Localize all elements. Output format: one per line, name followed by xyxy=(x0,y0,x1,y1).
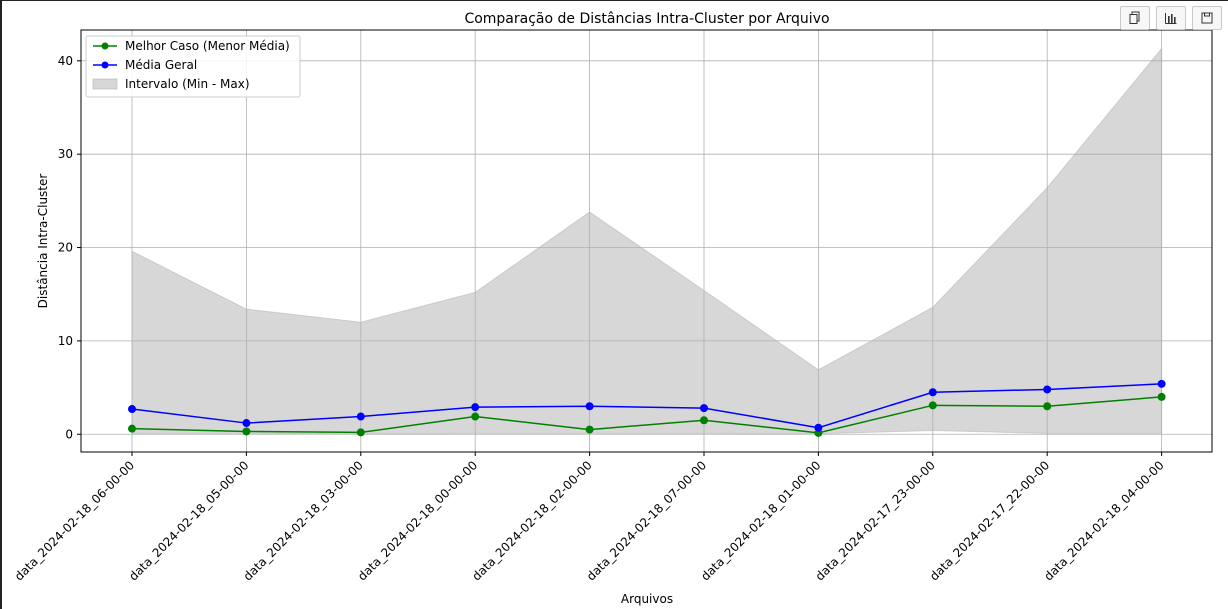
y-tick-label: 40 xyxy=(58,54,73,68)
x-tick-label: data_2024-02-18_01-00-00 xyxy=(698,458,823,583)
axes xyxy=(77,29,1213,456)
x-axis-label: Arquivos xyxy=(621,592,673,606)
x-tick-label: data_2024-02-17_22-00-00 xyxy=(927,458,1052,583)
plot-frame xyxy=(80,29,1213,453)
copy-icon xyxy=(1129,11,1140,24)
copy-button[interactable] xyxy=(1120,6,1150,30)
left-border xyxy=(0,0,2,609)
x-tick-label: data_2024-02-18_02-00-00 xyxy=(469,458,594,583)
x-tick-label: data_2024-02-18_06-00-00 xyxy=(12,458,137,583)
y-tick-label: 30 xyxy=(58,147,73,161)
series-layer xyxy=(128,379,1166,437)
legend-swatch-range xyxy=(92,78,118,90)
series-0-point xyxy=(585,425,594,434)
y-axis-label: Distância Intra-Cluster xyxy=(36,174,50,309)
legend-label-best: Melhor Caso (Menor Média) xyxy=(125,39,290,53)
top-border xyxy=(0,0,1228,1)
range-area xyxy=(131,47,1163,435)
figure-toolbar xyxy=(1120,6,1222,30)
series-0-point xyxy=(700,416,708,425)
chart-title: Comparação de Distâncias Intra-Cluster p… xyxy=(464,11,829,27)
series-1-point xyxy=(700,404,708,413)
y-tick-label: 10 xyxy=(58,334,73,348)
series-0-point xyxy=(1043,402,1052,411)
x-tick-labels: data_2024-02-18_06-00-00data_2024-02-18_… xyxy=(12,458,1167,583)
legend-marker-mean xyxy=(101,61,109,69)
series-1-point xyxy=(1043,385,1052,394)
series-1-point xyxy=(471,403,480,412)
save-button[interactable] xyxy=(1192,6,1222,30)
series-1-point xyxy=(585,402,594,411)
series-1-point xyxy=(814,423,823,432)
legend: Melhor Caso (Menor Média) Média Geral In… xyxy=(85,35,301,98)
series-line-0 xyxy=(131,396,1162,434)
x-tick-label: data_2024-02-18_03-00-00 xyxy=(241,458,366,583)
legend-label-mean: Média Geral xyxy=(125,58,197,72)
x-tick-label: data_2024-02-18_05-00-00 xyxy=(126,458,251,583)
chart-view-button[interactable] xyxy=(1156,6,1186,30)
series-0-point xyxy=(128,424,136,433)
series-1-point xyxy=(242,419,251,428)
series-1-point xyxy=(928,388,937,397)
legend-marker-best xyxy=(101,42,109,50)
bar-chart-icon xyxy=(1165,13,1177,24)
y-tick-label: 20 xyxy=(58,241,73,255)
series-0-point xyxy=(356,428,365,437)
save-icon xyxy=(1201,12,1213,24)
x-tick-label: data_2024-02-18_07-00-00 xyxy=(584,458,709,583)
series-0-point xyxy=(471,412,480,421)
series-1-point xyxy=(356,412,365,421)
x-tick-label: data_2024-02-18_04-00-00 xyxy=(1041,458,1166,583)
x-tick-label: data_2024-02-18_00-00-00 xyxy=(355,458,480,583)
legend-box xyxy=(85,35,301,98)
x-tick-label: data_2024-02-17_23-00-00 xyxy=(813,458,938,583)
y-tick-labels: 0 10 20 30 40 xyxy=(58,54,73,441)
series-1-point xyxy=(1157,379,1166,388)
legend-label-range: Intervalo (Min - Max) xyxy=(125,77,250,91)
series-1-point xyxy=(128,405,136,414)
series-0-point xyxy=(1157,392,1166,401)
y-tick-label: 0 xyxy=(65,427,73,441)
series-0-point xyxy=(928,401,937,410)
series-0-point xyxy=(242,427,251,436)
range-band xyxy=(131,47,1163,435)
series-line-1 xyxy=(131,383,1162,429)
